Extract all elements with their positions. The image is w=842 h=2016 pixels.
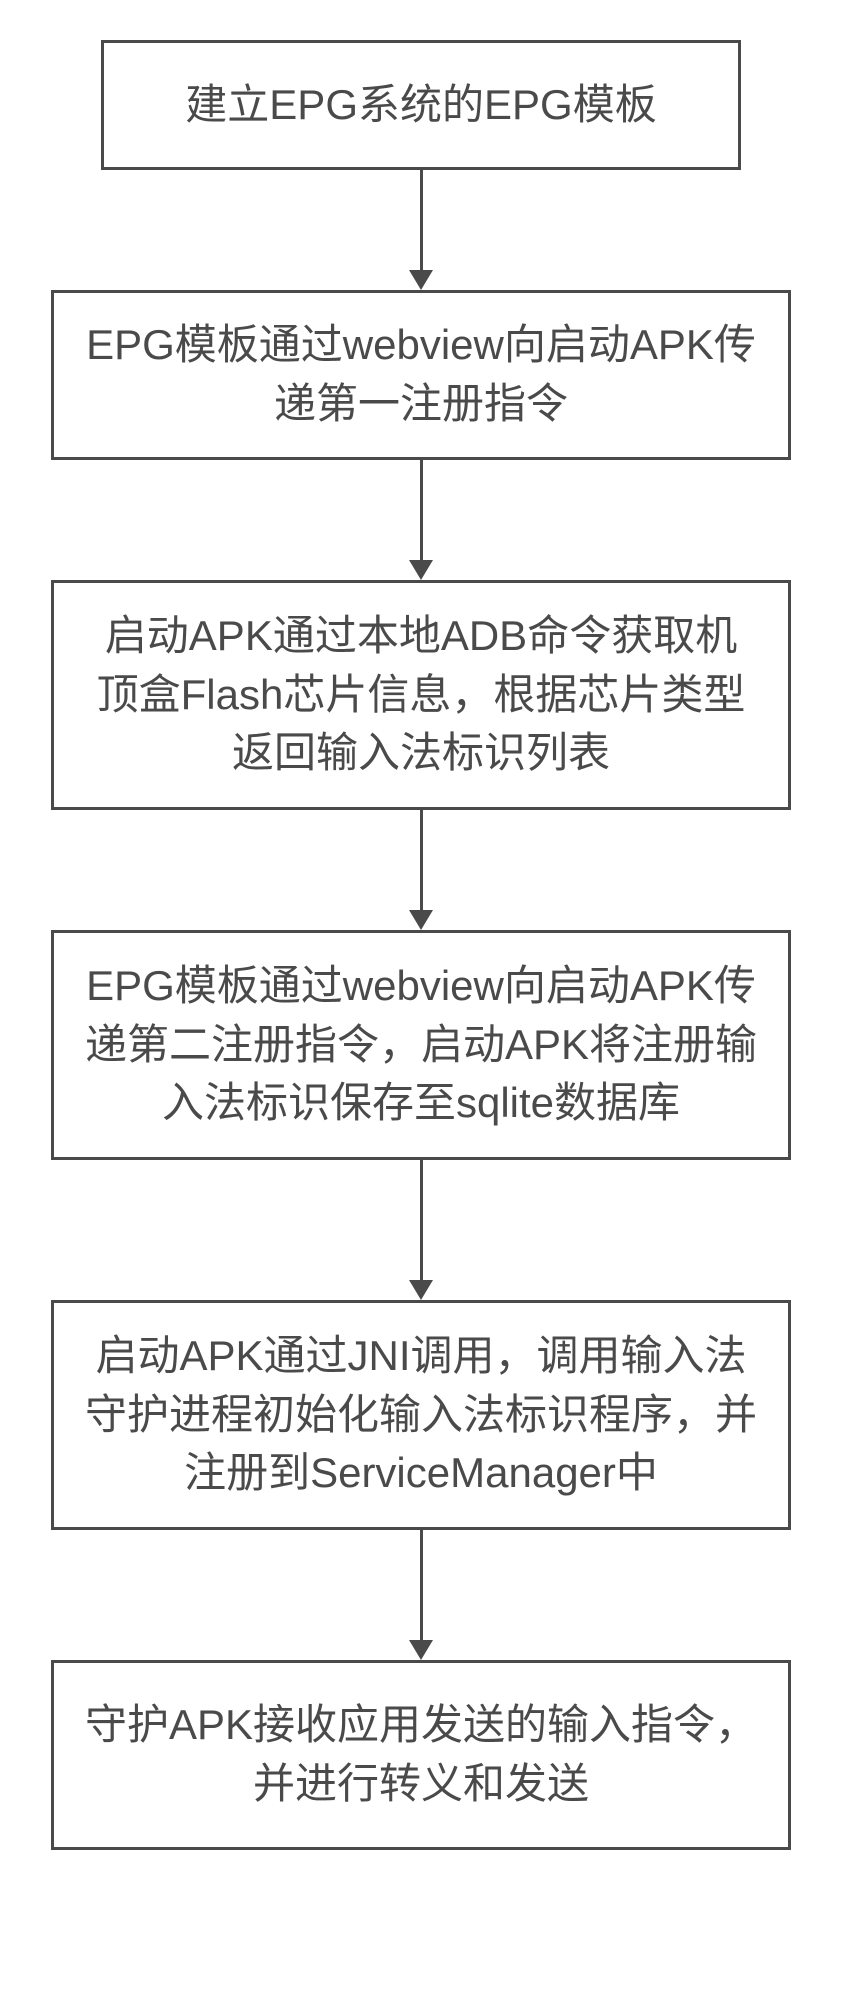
flowchart-arrow	[409, 460, 433, 580]
flowchart-arrow	[409, 1530, 433, 1660]
flowchart-node-4: EPG模板通过webview向启动APK传递第二注册指令，启动APK将注册输入法…	[51, 930, 791, 1160]
arrow-line	[420, 170, 423, 270]
arrow-line	[420, 810, 423, 910]
flowchart-container: 建立EPG系统的EPG模板 EPG模板通过webview向启动APK传递第一注册…	[0, 0, 842, 1850]
flowchart-node-1: 建立EPG系统的EPG模板	[101, 40, 741, 170]
flowchart-node-6: 守护APK接收应用发送的输入指令，并进行转义和发送	[51, 1660, 791, 1850]
arrow-head-icon	[409, 560, 433, 580]
flowchart-node-3: 启动APK通过本地ADB命令获取机顶盒Flash芯片信息，根据芯片类型返回输入法…	[51, 580, 791, 810]
flowchart-arrow	[409, 1160, 433, 1300]
flowchart-arrow	[409, 810, 433, 930]
flowchart-arrow	[409, 170, 433, 290]
node-text: 启动APK通过JNI调用，调用输入法守护进程初始化输入法标识程序，并注册到Ser…	[84, 1327, 758, 1503]
arrow-line	[420, 460, 423, 560]
node-text: 启动APK通过本地ADB命令获取机顶盒Flash芯片信息，根据芯片类型返回输入法…	[84, 607, 758, 783]
flowchart-node-5: 启动APK通过JNI调用，调用输入法守护进程初始化输入法标识程序，并注册到Ser…	[51, 1300, 791, 1530]
arrow-head-icon	[409, 1280, 433, 1300]
arrow-line	[420, 1160, 423, 1280]
node-text: 建立EPG系统的EPG模板	[185, 76, 656, 135]
node-text: 守护APK接收应用发送的输入指令，并进行转义和发送	[84, 1696, 758, 1814]
arrow-head-icon	[409, 910, 433, 930]
flowchart-node-2: EPG模板通过webview向启动APK传递第一注册指令	[51, 290, 791, 460]
arrow-line	[420, 1530, 423, 1640]
arrow-head-icon	[409, 270, 433, 290]
node-text: EPG模板通过webview向启动APK传递第一注册指令	[84, 316, 758, 434]
arrow-head-icon	[409, 1640, 433, 1660]
node-text: EPG模板通过webview向启动APK传递第二注册指令，启动APK将注册输入法…	[84, 957, 758, 1133]
